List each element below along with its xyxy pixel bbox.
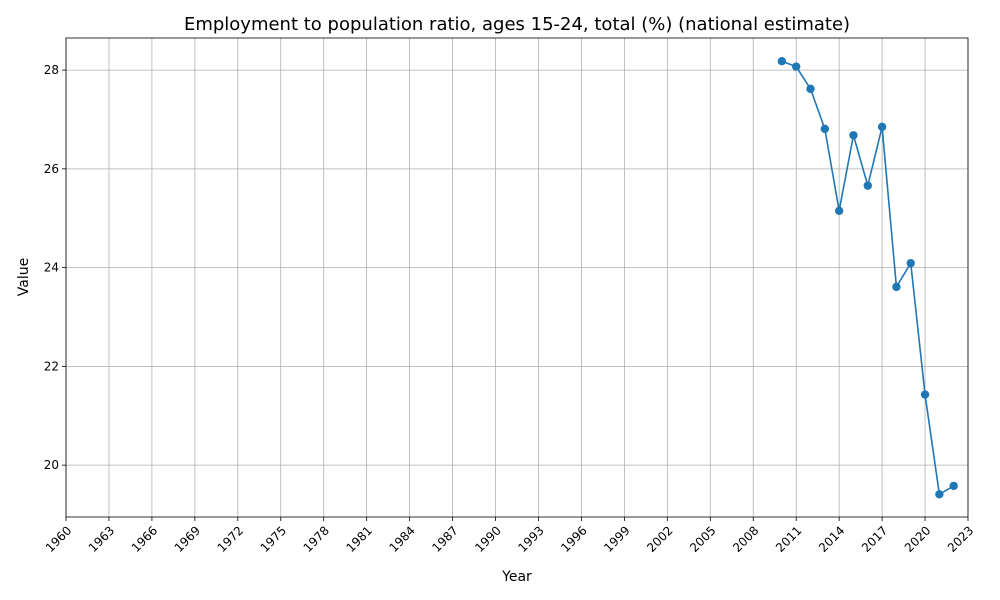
data-point bbox=[791, 62, 801, 71]
x-tick-label: 1987 bbox=[429, 523, 460, 554]
x-axis-title: Year bbox=[501, 569, 532, 585]
series-layer bbox=[777, 57, 958, 499]
data-point bbox=[920, 390, 930, 399]
x-tick-label: 1963 bbox=[86, 523, 117, 554]
data-point bbox=[777, 57, 787, 66]
x-tick-label: 1999 bbox=[601, 523, 632, 554]
y-tick-label: 22 bbox=[44, 359, 59, 373]
x-tick-label: 1960 bbox=[43, 523, 74, 554]
x-tick-label: 2005 bbox=[687, 523, 718, 554]
x-tick-label: 2002 bbox=[644, 523, 675, 554]
x-tick-label: 2023 bbox=[945, 523, 976, 554]
data-point bbox=[863, 181, 872, 190]
x-tick-label: 1972 bbox=[215, 523, 246, 554]
x-tick-label: 2011 bbox=[773, 523, 804, 554]
grid bbox=[65, 38, 969, 517]
x-tick-label: 1969 bbox=[172, 523, 203, 554]
x-tick-label: 1975 bbox=[258, 523, 289, 554]
data-point bbox=[877, 122, 887, 132]
y-axis-title: Value bbox=[16, 258, 32, 296]
data-point bbox=[892, 282, 901, 292]
chart-title: Employment to population ratio, ages 15-… bbox=[184, 14, 850, 35]
x-axis: 1960 1963 1966 1969 1972 1975 1978 1981 1984 1987… bbox=[43, 517, 976, 555]
data-point bbox=[806, 84, 815, 94]
x-tick-label: 1990 bbox=[472, 523, 503, 554]
data-point bbox=[949, 481, 958, 491]
data-point bbox=[820, 124, 830, 134]
data-point bbox=[935, 490, 944, 499]
y-tick-label: 26 bbox=[44, 162, 59, 176]
data-point bbox=[849, 131, 858, 140]
x-tick-label: 1978 bbox=[301, 523, 332, 554]
data-point bbox=[906, 258, 915, 268]
x-tick-label: 1984 bbox=[386, 523, 417, 554]
y-axis: 20 22 24 26 28 bbox=[44, 63, 66, 472]
data-point bbox=[834, 206, 844, 216]
x-tick-label: 2014 bbox=[816, 523, 847, 554]
x-tick-label: 2008 bbox=[730, 523, 761, 554]
x-tick-label: 1966 bbox=[129, 523, 160, 554]
y-tick-label: 20 bbox=[44, 458, 59, 472]
y-tick-label: 28 bbox=[44, 63, 59, 77]
plot-frame bbox=[65, 37, 969, 518]
x-tick-label: 1993 bbox=[515, 523, 546, 554]
series-line bbox=[781, 60, 955, 496]
x-tick-label: 2017 bbox=[859, 523, 890, 554]
x-tick-label: 2020 bbox=[902, 523, 933, 554]
y-tick-label: 24 bbox=[44, 261, 59, 275]
x-tick-label: 1996 bbox=[558, 523, 589, 554]
x-tick-label: 1981 bbox=[344, 523, 375, 554]
